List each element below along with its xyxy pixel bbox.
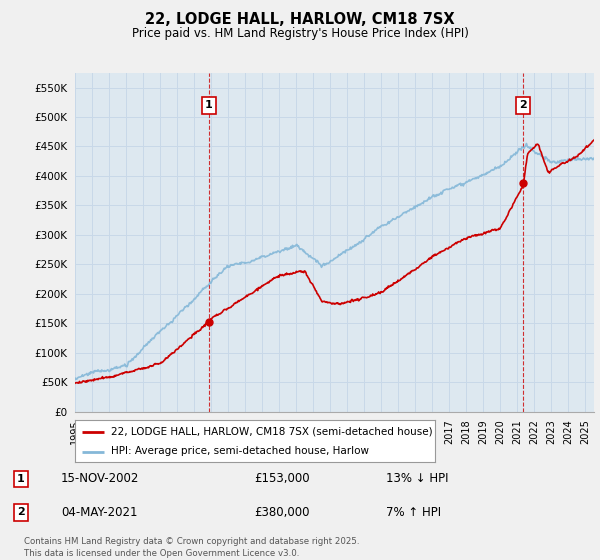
Text: HPI: Average price, semi-detached house, Harlow: HPI: Average price, semi-detached house,… <box>111 446 369 456</box>
Text: 22, LODGE HALL, HARLOW, CM18 7SX (semi-detached house): 22, LODGE HALL, HARLOW, CM18 7SX (semi-d… <box>111 427 433 437</box>
Text: 2: 2 <box>520 100 527 110</box>
Text: 13% ↓ HPI: 13% ↓ HPI <box>386 473 449 486</box>
Text: 2: 2 <box>17 507 25 517</box>
Text: 1: 1 <box>17 474 25 484</box>
Text: 1: 1 <box>205 100 213 110</box>
Text: £153,000: £153,000 <box>254 473 310 486</box>
Text: 22, LODGE HALL, HARLOW, CM18 7SX: 22, LODGE HALL, HARLOW, CM18 7SX <box>145 12 455 27</box>
Text: Contains HM Land Registry data © Crown copyright and database right 2025.
This d: Contains HM Land Registry data © Crown c… <box>24 537 359 558</box>
Text: Price paid vs. HM Land Registry's House Price Index (HPI): Price paid vs. HM Land Registry's House … <box>131 27 469 40</box>
Text: 04-MAY-2021: 04-MAY-2021 <box>61 506 137 519</box>
Text: 7% ↑ HPI: 7% ↑ HPI <box>386 506 442 519</box>
Text: 15-NOV-2002: 15-NOV-2002 <box>61 473 139 486</box>
Text: £380,000: £380,000 <box>254 506 310 519</box>
